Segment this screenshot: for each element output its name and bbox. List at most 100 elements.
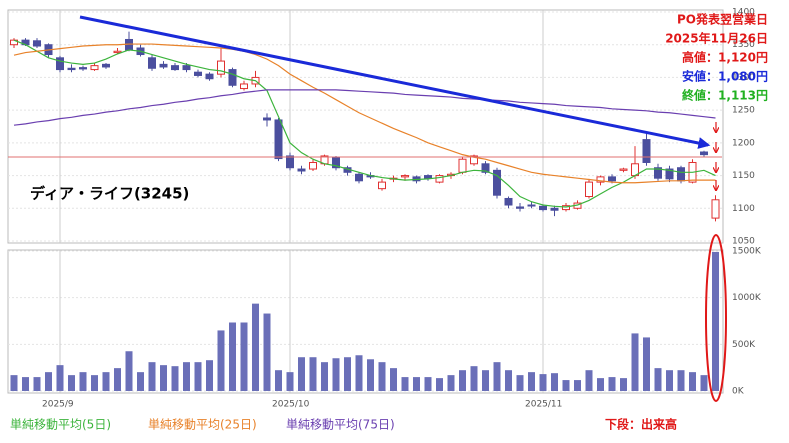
volume-bar — [367, 359, 374, 391]
candle-body — [677, 167, 685, 182]
volume-bar — [33, 377, 41, 391]
candle-body — [619, 168, 628, 171]
volume-bar — [160, 365, 167, 391]
candle-body — [585, 181, 593, 198]
volume-bar — [666, 370, 673, 391]
candle-body — [516, 206, 524, 209]
candle-body — [458, 158, 467, 173]
candle-body — [711, 199, 720, 219]
y-tick-label: 0K — [732, 387, 745, 397]
candle-body — [286, 155, 294, 169]
candle-body — [596, 176, 605, 183]
legend-entry: 単純移動平均(75日) — [286, 418, 395, 432]
highlight-ellipse — [705, 234, 727, 402]
candle-body — [378, 181, 386, 190]
volume-bar — [194, 362, 202, 391]
y-tick-label: 1400 — [732, 8, 755, 18]
volume-bar — [275, 370, 282, 391]
candle-body — [562, 205, 570, 211]
volume-bar — [263, 313, 271, 391]
volume-bar — [620, 378, 627, 391]
candle-body — [148, 57, 156, 69]
candle-body — [102, 63, 110, 68]
volume-bar — [286, 372, 294, 391]
volume-bar — [516, 375, 524, 391]
volume-bar — [321, 362, 328, 391]
trend-arrow — [79, 15, 711, 149]
candle-body — [424, 175, 432, 179]
candle-body — [274, 119, 283, 160]
annotation: PO発表翌営業日 — [677, 12, 768, 27]
volume-bar — [68, 375, 75, 391]
volume-bar — [148, 362, 156, 391]
candle-body — [435, 175, 444, 183]
volume-bar — [643, 337, 650, 391]
candle-body — [33, 40, 41, 47]
candle-body — [56, 57, 64, 71]
volume-bar — [689, 372, 696, 391]
volume-bar — [171, 366, 179, 391]
candle-body — [654, 167, 662, 179]
y-tick-label: 1200 — [732, 138, 755, 148]
volume-bar — [597, 378, 604, 391]
legend-entry: 単純移動平均(25日) — [148, 418, 257, 432]
volume-bar — [401, 377, 409, 391]
volume-bar — [539, 374, 547, 391]
candle-body — [355, 173, 363, 182]
volume-note: 下段：出来高 — [605, 417, 677, 432]
volume-bar — [332, 358, 340, 391]
volume-bar — [436, 378, 443, 391]
candle-body — [113, 50, 122, 54]
volume-bar — [470, 366, 478, 391]
candle-body — [309, 161, 317, 170]
annotation: 2025年11月26日 — [665, 31, 768, 46]
candle-body — [79, 67, 87, 70]
stock-name: ディア・ライフ(3245) — [30, 185, 189, 203]
candle-body — [539, 205, 547, 211]
y-tick-label: 1300 — [732, 73, 755, 83]
candle-body — [493, 169, 501, 196]
candle-body — [297, 168, 306, 172]
volume-bar — [654, 368, 662, 391]
candle-body — [90, 65, 99, 71]
candle-body — [504, 197, 513, 206]
volume-bar — [22, 377, 29, 391]
volume-bar — [551, 373, 558, 391]
volume-bar — [424, 377, 432, 391]
volume-bar — [493, 362, 501, 391]
y-tick-label: 1100 — [732, 204, 755, 214]
candle-body — [171, 65, 179, 71]
volume-bar — [206, 360, 213, 391]
annotation: 高値：1,120円 — [682, 50, 768, 65]
x-tick-label: 2025/10 — [272, 400, 310, 410]
volume-bar — [309, 357, 317, 391]
volume-bar — [505, 370, 512, 391]
candle-body — [205, 73, 214, 80]
y-tick-label: 1050 — [732, 237, 755, 247]
candle-body — [263, 117, 271, 121]
candle-body — [67, 67, 76, 71]
candle-body — [182, 65, 191, 71]
y-tick-label: 1500K — [732, 247, 762, 257]
ma-line — [13, 89, 716, 126]
candle-body — [527, 204, 536, 207]
volume-bar — [217, 330, 225, 391]
volume-bar — [413, 377, 420, 391]
volume-bar — [10, 375, 18, 391]
volume-bar — [378, 362, 386, 391]
y-tick-label: 1350 — [732, 40, 755, 50]
ma-line — [13, 43, 716, 184]
volume-bar — [528, 372, 535, 391]
volume-bar — [447, 375, 455, 391]
volume-bar — [102, 372, 110, 391]
y-tick-label: 1150 — [732, 171, 755, 181]
volume-bar — [79, 372, 87, 391]
x-tick-label: 2025/9 — [42, 400, 74, 410]
volume-bar — [240, 322, 248, 391]
candle-body — [159, 63, 168, 68]
x-tick-label: 2025/11 — [525, 400, 562, 410]
volume-bar — [677, 370, 685, 391]
candle-body — [665, 168, 674, 180]
candle-body — [401, 175, 409, 178]
